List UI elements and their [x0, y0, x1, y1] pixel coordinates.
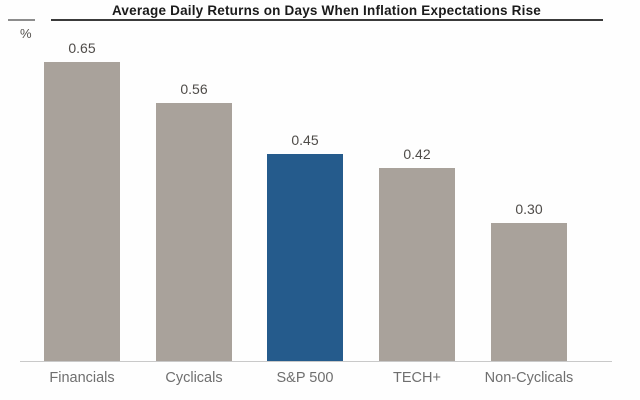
bar-value-label: 0.56 [180, 81, 208, 97]
bar [491, 223, 567, 361]
bar [156, 103, 232, 361]
bar-value-label: 0.45 [291, 132, 319, 148]
title-underline-rule [51, 19, 603, 21]
bar [379, 168, 455, 361]
plot-area: 0.65 0.56 0.45 0.42 0.30 [20, 40, 612, 362]
bar-value-label: 0.30 [515, 201, 543, 217]
bar [44, 62, 120, 361]
x-axis-tick-label: Non-Cyclicals [484, 370, 574, 386]
chart-title: Average Daily Returns on Days When Infla… [111, 3, 541, 18]
left-short-rule [8, 19, 35, 21]
x-axis-tick-label: Financials [49, 370, 115, 386]
bar-value-label: 0.65 [68, 40, 96, 56]
bar-highlighted [267, 154, 343, 361]
bar-value-label: 0.42 [403, 146, 431, 162]
x-axis-tick-label: TECH+ [393, 370, 441, 386]
x-axis-tick-label: S&P 500 [276, 370, 334, 386]
x-axis-line [20, 361, 612, 362]
y-axis-unit-label: % [20, 26, 32, 41]
x-axis-tick-label: Cyclicals [165, 370, 223, 386]
